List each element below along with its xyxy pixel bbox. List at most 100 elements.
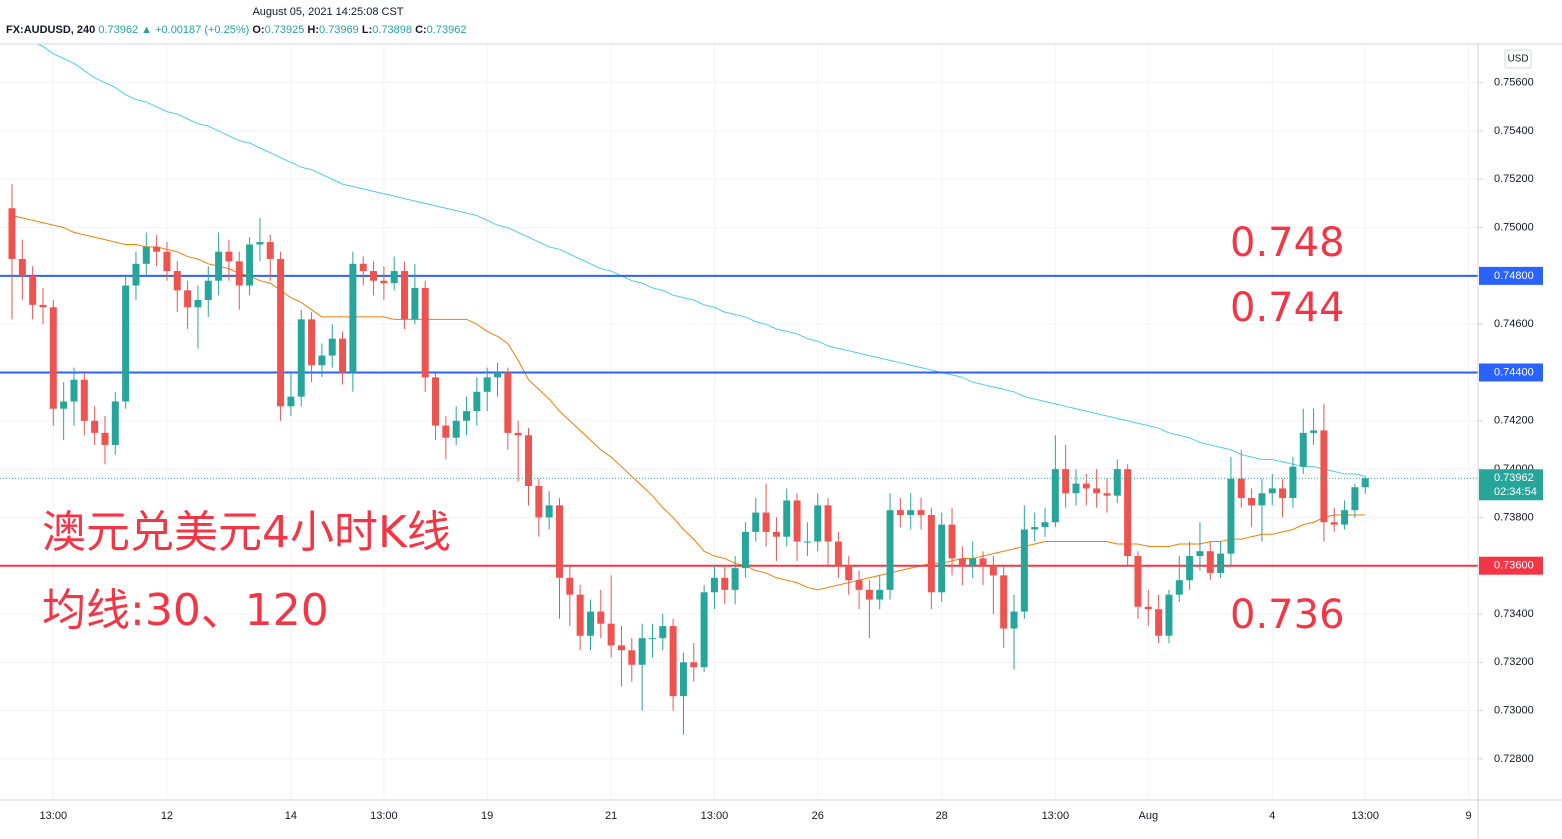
candle-body [401, 271, 409, 320]
x-tick-label: Aug [1139, 810, 1159, 822]
candle-body [442, 425, 450, 438]
candle-body [628, 650, 636, 665]
open-value: 0.73925 [265, 24, 305, 36]
candle-body [659, 626, 667, 639]
candle-body [700, 592, 708, 668]
candle-body [287, 396, 295, 407]
candle-body [1165, 594, 1173, 636]
candle-body [1351, 487, 1359, 511]
x-tick-label: 13:00 [40, 810, 68, 822]
candle-body [834, 541, 842, 566]
candle-body [669, 626, 677, 697]
candle-body [1093, 488, 1101, 494]
timestamp: August 05, 2021 14:25:08 CST [252, 6, 403, 18]
candle-body [1237, 478, 1245, 499]
candle-body [49, 307, 57, 409]
candle-body [752, 512, 760, 532]
candle-body [989, 565, 997, 576]
y-tick-label: 0.75200 [1494, 173, 1534, 185]
candle-body [1175, 580, 1183, 595]
y-tick-label: 0.75000 [1494, 221, 1534, 233]
candle-body [1320, 430, 1328, 523]
candle-body [246, 244, 254, 286]
x-tick-label: 28 [936, 810, 948, 822]
annotation-title: 澳元兑美元4小时K线 [42, 507, 451, 558]
x-tick-label: 13:00 [1351, 810, 1379, 822]
level-label-box [1479, 266, 1543, 285]
candle-body [1330, 522, 1338, 525]
candle-body [772, 531, 780, 537]
candle-body [8, 208, 16, 259]
candle-body [907, 510, 915, 515]
y-tick-label: 0.74600 [1494, 318, 1534, 330]
candle-body [256, 242, 264, 245]
candle-body [111, 401, 119, 445]
candle-body [463, 411, 471, 421]
x-tick-label: 13:00 [701, 810, 729, 822]
candle-body [173, 271, 181, 291]
candle-body [1227, 478, 1235, 554]
candle-body [597, 611, 605, 624]
x-tick-label: 21 [605, 810, 617, 822]
candle-body [535, 486, 543, 518]
candle-body [824, 505, 832, 542]
candle-body [215, 251, 223, 281]
candle-body [411, 287, 419, 320]
current-price-box [1479, 469, 1543, 501]
candle-body [525, 435, 532, 487]
symbol: FX:AUDUSD, 240 [6, 24, 95, 36]
last-price: 0.73962 [98, 24, 138, 36]
x-tick-label: 14 [285, 810, 297, 822]
candle-body [29, 275, 37, 305]
candle-body [1248, 498, 1256, 506]
candle-body [1144, 606, 1152, 610]
candle-body [1103, 493, 1111, 496]
candle-body [566, 577, 574, 595]
candle-body [328, 338, 336, 356]
candle-body [969, 558, 977, 566]
candle-body [1041, 522, 1049, 528]
candle-body [452, 420, 460, 438]
candle-body [710, 577, 718, 593]
candle-body [359, 263, 367, 272]
low-label: L: [362, 24, 372, 36]
y-tick-label: 0.74200 [1494, 415, 1534, 427]
level-label-box [1479, 556, 1543, 575]
currency-box [1504, 49, 1532, 69]
y-tick-label: 0.73800 [1494, 511, 1534, 523]
candle-body [318, 355, 326, 366]
high-value: 0.73969 [319, 24, 359, 36]
candle-body [70, 379, 78, 402]
candle-body [648, 638, 656, 640]
high-label: H: [307, 24, 319, 36]
axes: 0.72800 0.73000 0.73200 0.73400 0.73600 0.738… [40, 77, 1543, 822]
candle-body [1062, 469, 1070, 494]
candle-body [370, 271, 378, 281]
y-tick-label: 0.73000 [1494, 705, 1534, 717]
candle-body [225, 251, 233, 262]
countdown-label: 02:34:54 [1494, 486, 1537, 498]
candle-body [339, 338, 347, 373]
candle-body [349, 263, 357, 373]
candle-body [184, 290, 192, 308]
candle-body [1155, 609, 1163, 636]
symbol-legend: FX:AUDUSD, 240 0.73962 ▲ +0.00187 (+0.25… [6, 24, 466, 36]
level-label: 0.74800 [1494, 270, 1534, 282]
candle-body [483, 377, 491, 392]
x-tick-label: 12 [161, 810, 173, 822]
candle-body [555, 505, 563, 578]
change: +0.00187 (+0.25%) [155, 24, 249, 36]
currency: USD [1507, 54, 1528, 65]
candle-body [1031, 527, 1039, 530]
candle-body [494, 372, 502, 378]
low-value: 0.73898 [372, 24, 412, 36]
annotation-subtitle: 均线:30、120 [42, 585, 329, 636]
candle-body [876, 589, 884, 600]
candle-body [545, 505, 553, 518]
candle-body [1279, 488, 1287, 499]
candle-body [1289, 466, 1297, 499]
candle-body [855, 580, 863, 590]
open-label: O: [252, 24, 264, 36]
candle-body [783, 500, 791, 537]
candle-body [1361, 478, 1369, 488]
